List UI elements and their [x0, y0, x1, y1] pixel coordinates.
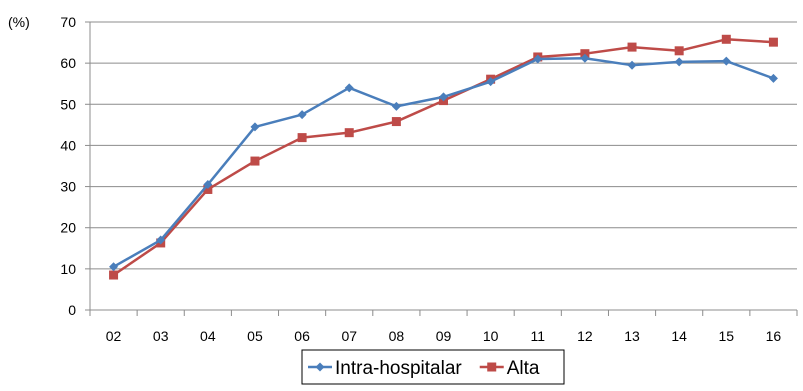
y-tick-label: 10 [60, 261, 76, 277]
x-tick-labels: 02 03 04 05 06 07 08 09 10 11 12 13 14 15 16 [106, 328, 782, 344]
data-point [439, 92, 448, 102]
x-tick-label: 04 [200, 328, 216, 344]
data-point [627, 42, 637, 52]
legend-item: Intra-hospitalar [308, 358, 462, 379]
data-point [250, 156, 260, 166]
x-tick-label: 09 [436, 328, 452, 344]
x-tick-label: 03 [153, 328, 169, 344]
y-tick-label: 70 [60, 14, 76, 30]
legend-marker [315, 362, 325, 372]
legend: Intra-hospitalar Alta [301, 349, 565, 385]
data-point [344, 83, 354, 93]
x-tick-label: 06 [294, 328, 310, 344]
y-tick-label: 60 [60, 55, 76, 71]
legend-label: Alta [507, 358, 540, 379]
data-point [768, 37, 778, 47]
x-tick-label: 02 [106, 328, 122, 344]
data-point [297, 133, 307, 143]
x-tick-label: 08 [389, 328, 405, 344]
x-tick-label: 12 [577, 328, 593, 344]
series-group [109, 34, 778, 280]
axes [85, 21, 798, 316]
data-point [768, 73, 778, 83]
legend-box [301, 349, 565, 385]
y-tick-label: 50 [60, 96, 76, 112]
series-intra-hospitalar [109, 53, 778, 272]
data-point [109, 262, 119, 272]
series-alta [109, 34, 778, 280]
series-line [112, 56, 774, 268]
data-point [297, 110, 307, 120]
x-tick-label: 15 [719, 328, 735, 344]
x-tick-label: 11 [530, 328, 545, 344]
y-tick-labels: 0 10 20 30 40 50 60 70 [60, 14, 76, 318]
data-point [580, 49, 590, 59]
x-tick-label: 14 [671, 328, 687, 344]
series-line [112, 38, 774, 277]
x-tick-label: 05 [247, 328, 263, 344]
data-point [580, 53, 590, 63]
y-tick-label: 20 [60, 220, 76, 236]
y-axis-unit-label: (%) [8, 14, 30, 30]
data-point [250, 122, 260, 132]
y-tick-label: 0 [68, 302, 76, 318]
grid-lines [90, 21, 797, 270]
data-point [721, 34, 731, 44]
data-point [109, 270, 119, 280]
x-tick-label: 16 [766, 328, 782, 344]
data-point [674, 46, 684, 56]
legend-label: Intra-hospitalar [335, 358, 462, 379]
data-point [203, 184, 213, 194]
x-tick-label: 07 [341, 328, 357, 344]
data-point [533, 54, 543, 64]
y-tick-label: 40 [60, 137, 76, 153]
x-tick-label: 13 [624, 328, 640, 344]
data-point [203, 180, 213, 190]
x-tick-label: 10 [483, 328, 499, 344]
legend-item: Alta [479, 358, 540, 379]
data-point [721, 56, 731, 66]
data-point [391, 117, 401, 127]
data-point [674, 57, 684, 67]
data-point [486, 77, 496, 87]
data-point [344, 128, 354, 138]
data-point [391, 101, 401, 111]
y-tick-label: 30 [60, 179, 76, 195]
data-point [156, 235, 166, 245]
data-point [627, 60, 637, 70]
legend-marker [487, 362, 497, 372]
